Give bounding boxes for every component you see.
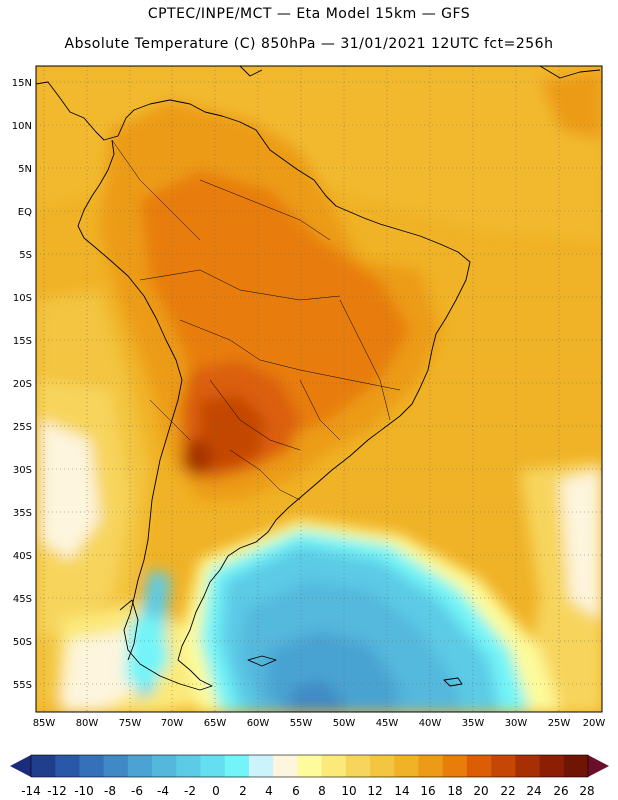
map-frame bbox=[35, 65, 603, 713]
colorbar-labels: -14 -12 -10 -8 -6 -4 -2 0 2 4 6 8 10 12 … bbox=[21, 784, 594, 798]
colorbar-label: -2 bbox=[184, 784, 196, 798]
colorbar-swatch bbox=[539, 755, 565, 777]
colorbar-swatch bbox=[127, 755, 153, 777]
colorbar-swatch bbox=[55, 755, 80, 777]
lon-label: 35W bbox=[462, 718, 485, 729]
political-borders bbox=[111, 139, 401, 501]
colorbar-label: 16 bbox=[420, 784, 435, 798]
colorbar-swatch bbox=[370, 755, 395, 777]
colorbar-label: -14 bbox=[21, 784, 41, 798]
lat-label: 10N bbox=[12, 121, 32, 132]
title-line-1: CPTEC/INPE/MCT — Eta Model 15km — GFS bbox=[147, 6, 471, 22]
lon-label: 55W bbox=[290, 718, 313, 729]
colorbar: -14 -12 -10 -8 -6 -4 -2 0 2 4 6 8 10 12 … bbox=[10, 754, 609, 798]
colorbar-left-arrow bbox=[10, 755, 31, 777]
colorbar-swatch bbox=[418, 755, 444, 777]
title-line-2: Absolute Temperature (C) 850hPa — 31/01/… bbox=[64, 36, 554, 52]
lat-label: 5N bbox=[18, 164, 32, 175]
lat-label: 55S bbox=[13, 680, 32, 691]
colorbar-swatch bbox=[321, 755, 347, 777]
lat-label: 20S bbox=[13, 379, 32, 390]
lon-label: 50W bbox=[333, 718, 356, 729]
colorbar-swatch bbox=[563, 755, 589, 777]
colorbar-swatch bbox=[248, 755, 274, 777]
colorbar-swatch bbox=[394, 755, 419, 777]
lon-label: 40W bbox=[419, 718, 442, 729]
colorbar-label: 0 bbox=[212, 784, 220, 798]
colorbar-label: -6 bbox=[131, 784, 143, 798]
colorbar-label: -8 bbox=[104, 784, 116, 798]
colorbar-label: 20 bbox=[473, 784, 488, 798]
colorbar-label: 12 bbox=[367, 784, 382, 798]
colorbar-swatch bbox=[345, 755, 371, 777]
lon-label: 25W bbox=[548, 718, 571, 729]
colorbar-label: 28 bbox=[579, 784, 594, 798]
colorbar-swatch bbox=[491, 755, 516, 777]
lat-label: 50S bbox=[13, 637, 32, 648]
latitude-axis: 15N 10N 5N EQ 5S 10S 15S 20S 25S 30S 35S… bbox=[12, 78, 32, 691]
colorbar-label: -4 bbox=[157, 784, 169, 798]
lat-label: 35S bbox=[13, 508, 32, 519]
colorbar-swatch bbox=[297, 755, 323, 777]
colorbar-label: 18 bbox=[447, 784, 462, 798]
lon-label: 20W bbox=[583, 718, 606, 729]
temperature-field bbox=[36, 66, 602, 712]
colorbar-swatch bbox=[79, 755, 105, 777]
lat-label: 15S bbox=[13, 336, 32, 347]
lat-label: 45S bbox=[13, 594, 32, 605]
colorbar-swatch bbox=[31, 755, 56, 777]
colorbar-label: 8 bbox=[318, 784, 326, 798]
lat-label: 15N bbox=[12, 78, 32, 89]
colorbar-swatch bbox=[200, 755, 226, 777]
colorbar-swatch bbox=[442, 755, 468, 777]
lat-label: 40S bbox=[13, 551, 32, 562]
colorbar-swatch bbox=[152, 755, 177, 777]
lon-label: 75W bbox=[119, 718, 142, 729]
colorbar-swatch bbox=[103, 755, 129, 777]
lat-label: EQ bbox=[18, 207, 32, 218]
colorbar-frame bbox=[30, 754, 589, 778]
colorbar-label: -10 bbox=[74, 784, 94, 798]
colorbar-label: 22 bbox=[500, 784, 515, 798]
colorbar-swatch bbox=[515, 755, 541, 777]
colorbar-label: 10 bbox=[341, 784, 356, 798]
lon-label: 70W bbox=[161, 718, 184, 729]
lon-label: 30W bbox=[505, 718, 528, 729]
lon-label: 65W bbox=[204, 718, 227, 729]
colorbar-right-arrow bbox=[588, 755, 609, 777]
longitude-axis: 85W 80W 75W 70W 65W 60W 55W 50W 45W 40W … bbox=[33, 718, 606, 729]
colorbar-label: -12 bbox=[47, 784, 67, 798]
lat-label: 10S bbox=[13, 293, 32, 304]
colorbar-label: 24 bbox=[526, 784, 541, 798]
colorbar-swatch bbox=[176, 755, 202, 777]
colorbar-swatch bbox=[224, 755, 250, 777]
lat-label: 5S bbox=[19, 250, 32, 261]
colorbar-boxes bbox=[30, 754, 589, 778]
colorbar-swatch bbox=[273, 755, 298, 777]
colorbar-label: 4 bbox=[265, 784, 273, 798]
lon-label: 45W bbox=[376, 718, 399, 729]
lon-label: 60W bbox=[247, 718, 270, 729]
lat-label: 30S bbox=[13, 465, 32, 476]
lat-label: 25S bbox=[13, 422, 32, 433]
lon-label: 85W bbox=[33, 718, 56, 729]
colorbar-label: 14 bbox=[394, 784, 409, 798]
lon-label: 80W bbox=[76, 718, 99, 729]
colorbar-label: 6 bbox=[292, 784, 300, 798]
colorbar-label: 26 bbox=[553, 784, 568, 798]
colorbar-label: 2 bbox=[239, 784, 247, 798]
colorbar-swatch bbox=[466, 755, 492, 777]
coastlines bbox=[36, 66, 601, 691]
